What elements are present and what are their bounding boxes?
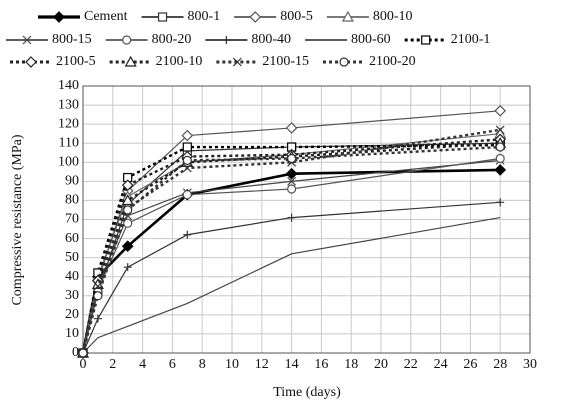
marker — [182, 163, 192, 173]
series-line — [81, 145, 501, 354]
marker — [341, 10, 354, 22]
legend-label: 2100-15 — [262, 54, 309, 69]
y-tick-label: 130 — [58, 97, 79, 112]
x-tick-label: 6 — [169, 357, 176, 372]
marker — [496, 198, 505, 207]
y-tick-label: 100 — [58, 155, 79, 170]
marker — [495, 142, 505, 152]
marker — [495, 125, 505, 135]
series-line — [82, 217, 501, 354]
y-tick-label: 20 — [65, 307, 79, 322]
marker — [183, 230, 192, 239]
x-tick-label: 0 — [80, 357, 87, 372]
legend-label: 800-15 — [52, 32, 92, 47]
series-line — [82, 157, 501, 354]
marker — [421, 35, 431, 45]
marker — [287, 213, 296, 222]
x-tick-label: 18 — [344, 357, 358, 372]
x-tick-label: 12 — [255, 357, 269, 372]
x-tick-label: 8 — [199, 357, 206, 372]
plot-frame — [82, 85, 531, 354]
marker — [181, 129, 194, 142]
x-tick-label: 20 — [374, 357, 388, 372]
marker — [222, 36, 231, 44]
x-tick-label: 22 — [404, 357, 418, 372]
y-tick-label: 10 — [65, 326, 79, 341]
marker — [287, 184, 297, 194]
y-tick-label: 0 — [72, 345, 79, 360]
marker — [494, 104, 507, 117]
legend-label: 800-10 — [373, 9, 413, 24]
legend-label: 800-5 — [280, 9, 313, 24]
x-tick-label: 14 — [285, 357, 299, 372]
marker — [287, 153, 297, 164]
y-axis-label: Compressive resistance (MPa) — [10, 134, 25, 305]
y-tick-label: 90 — [65, 174, 79, 189]
series-line — [81, 142, 501, 354]
y-tick-label: 40 — [65, 269, 79, 284]
legend-label: 800-1 — [188, 9, 221, 24]
x-tick-label: 30 — [523, 357, 537, 372]
marker — [78, 348, 88, 358]
y-tick-label: 110 — [59, 135, 79, 150]
marker — [124, 55, 137, 67]
marker — [121, 240, 134, 253]
marker — [122, 35, 132, 45]
legend-label: 2100-10 — [156, 54, 203, 69]
y-tick-label: 30 — [65, 288, 79, 303]
legend-label: 2100-20 — [369, 54, 416, 69]
marker — [182, 142, 192, 152]
marker — [123, 263, 132, 272]
y-tick-label: 70 — [65, 212, 79, 227]
legend-label: Cement — [84, 9, 128, 24]
marker — [22, 35, 32, 45]
marker — [494, 164, 507, 176]
marker — [93, 314, 102, 323]
legend-label: 2100-5 — [56, 54, 96, 69]
x-tick-label: 4 — [139, 357, 146, 372]
x-tick-label: 16 — [314, 357, 328, 372]
marker — [339, 57, 349, 67]
marker — [25, 56, 37, 68]
x-tick-label: 28 — [493, 357, 507, 372]
series-line — [82, 201, 501, 354]
marker — [121, 179, 134, 192]
y-tick-label: 60 — [65, 231, 79, 246]
marker — [157, 12, 168, 22]
marker — [249, 11, 262, 23]
marker — [495, 153, 505, 164]
marker — [182, 190, 192, 200]
x-axis-label: Time (days) — [273, 385, 341, 400]
y-tick-label: 80 — [65, 193, 79, 208]
legend-label: 800-20 — [152, 32, 192, 47]
y-tick-label: 120 — [58, 116, 79, 131]
marker — [285, 167, 298, 180]
y-tick-label: 140 — [58, 78, 79, 93]
x-tick-label: 10 — [225, 357, 239, 372]
y-tick-label: 50 — [65, 250, 79, 265]
marker — [123, 205, 133, 215]
x-tick-label: 2 — [109, 357, 116, 372]
marker — [232, 57, 242, 67]
x-tick-label: 26 — [463, 357, 477, 372]
marker — [121, 194, 134, 206]
legend-label: 800-40 — [251, 32, 291, 47]
marker — [182, 155, 192, 165]
marker — [53, 11, 65, 23]
marker — [287, 176, 297, 186]
legend-label: 2100-1 — [451, 32, 491, 47]
marker — [123, 218, 133, 228]
marker — [93, 291, 103, 301]
legend-label: 800-60 — [351, 32, 391, 47]
x-tick-label: 24 — [434, 357, 448, 372]
marker — [285, 122, 298, 134]
